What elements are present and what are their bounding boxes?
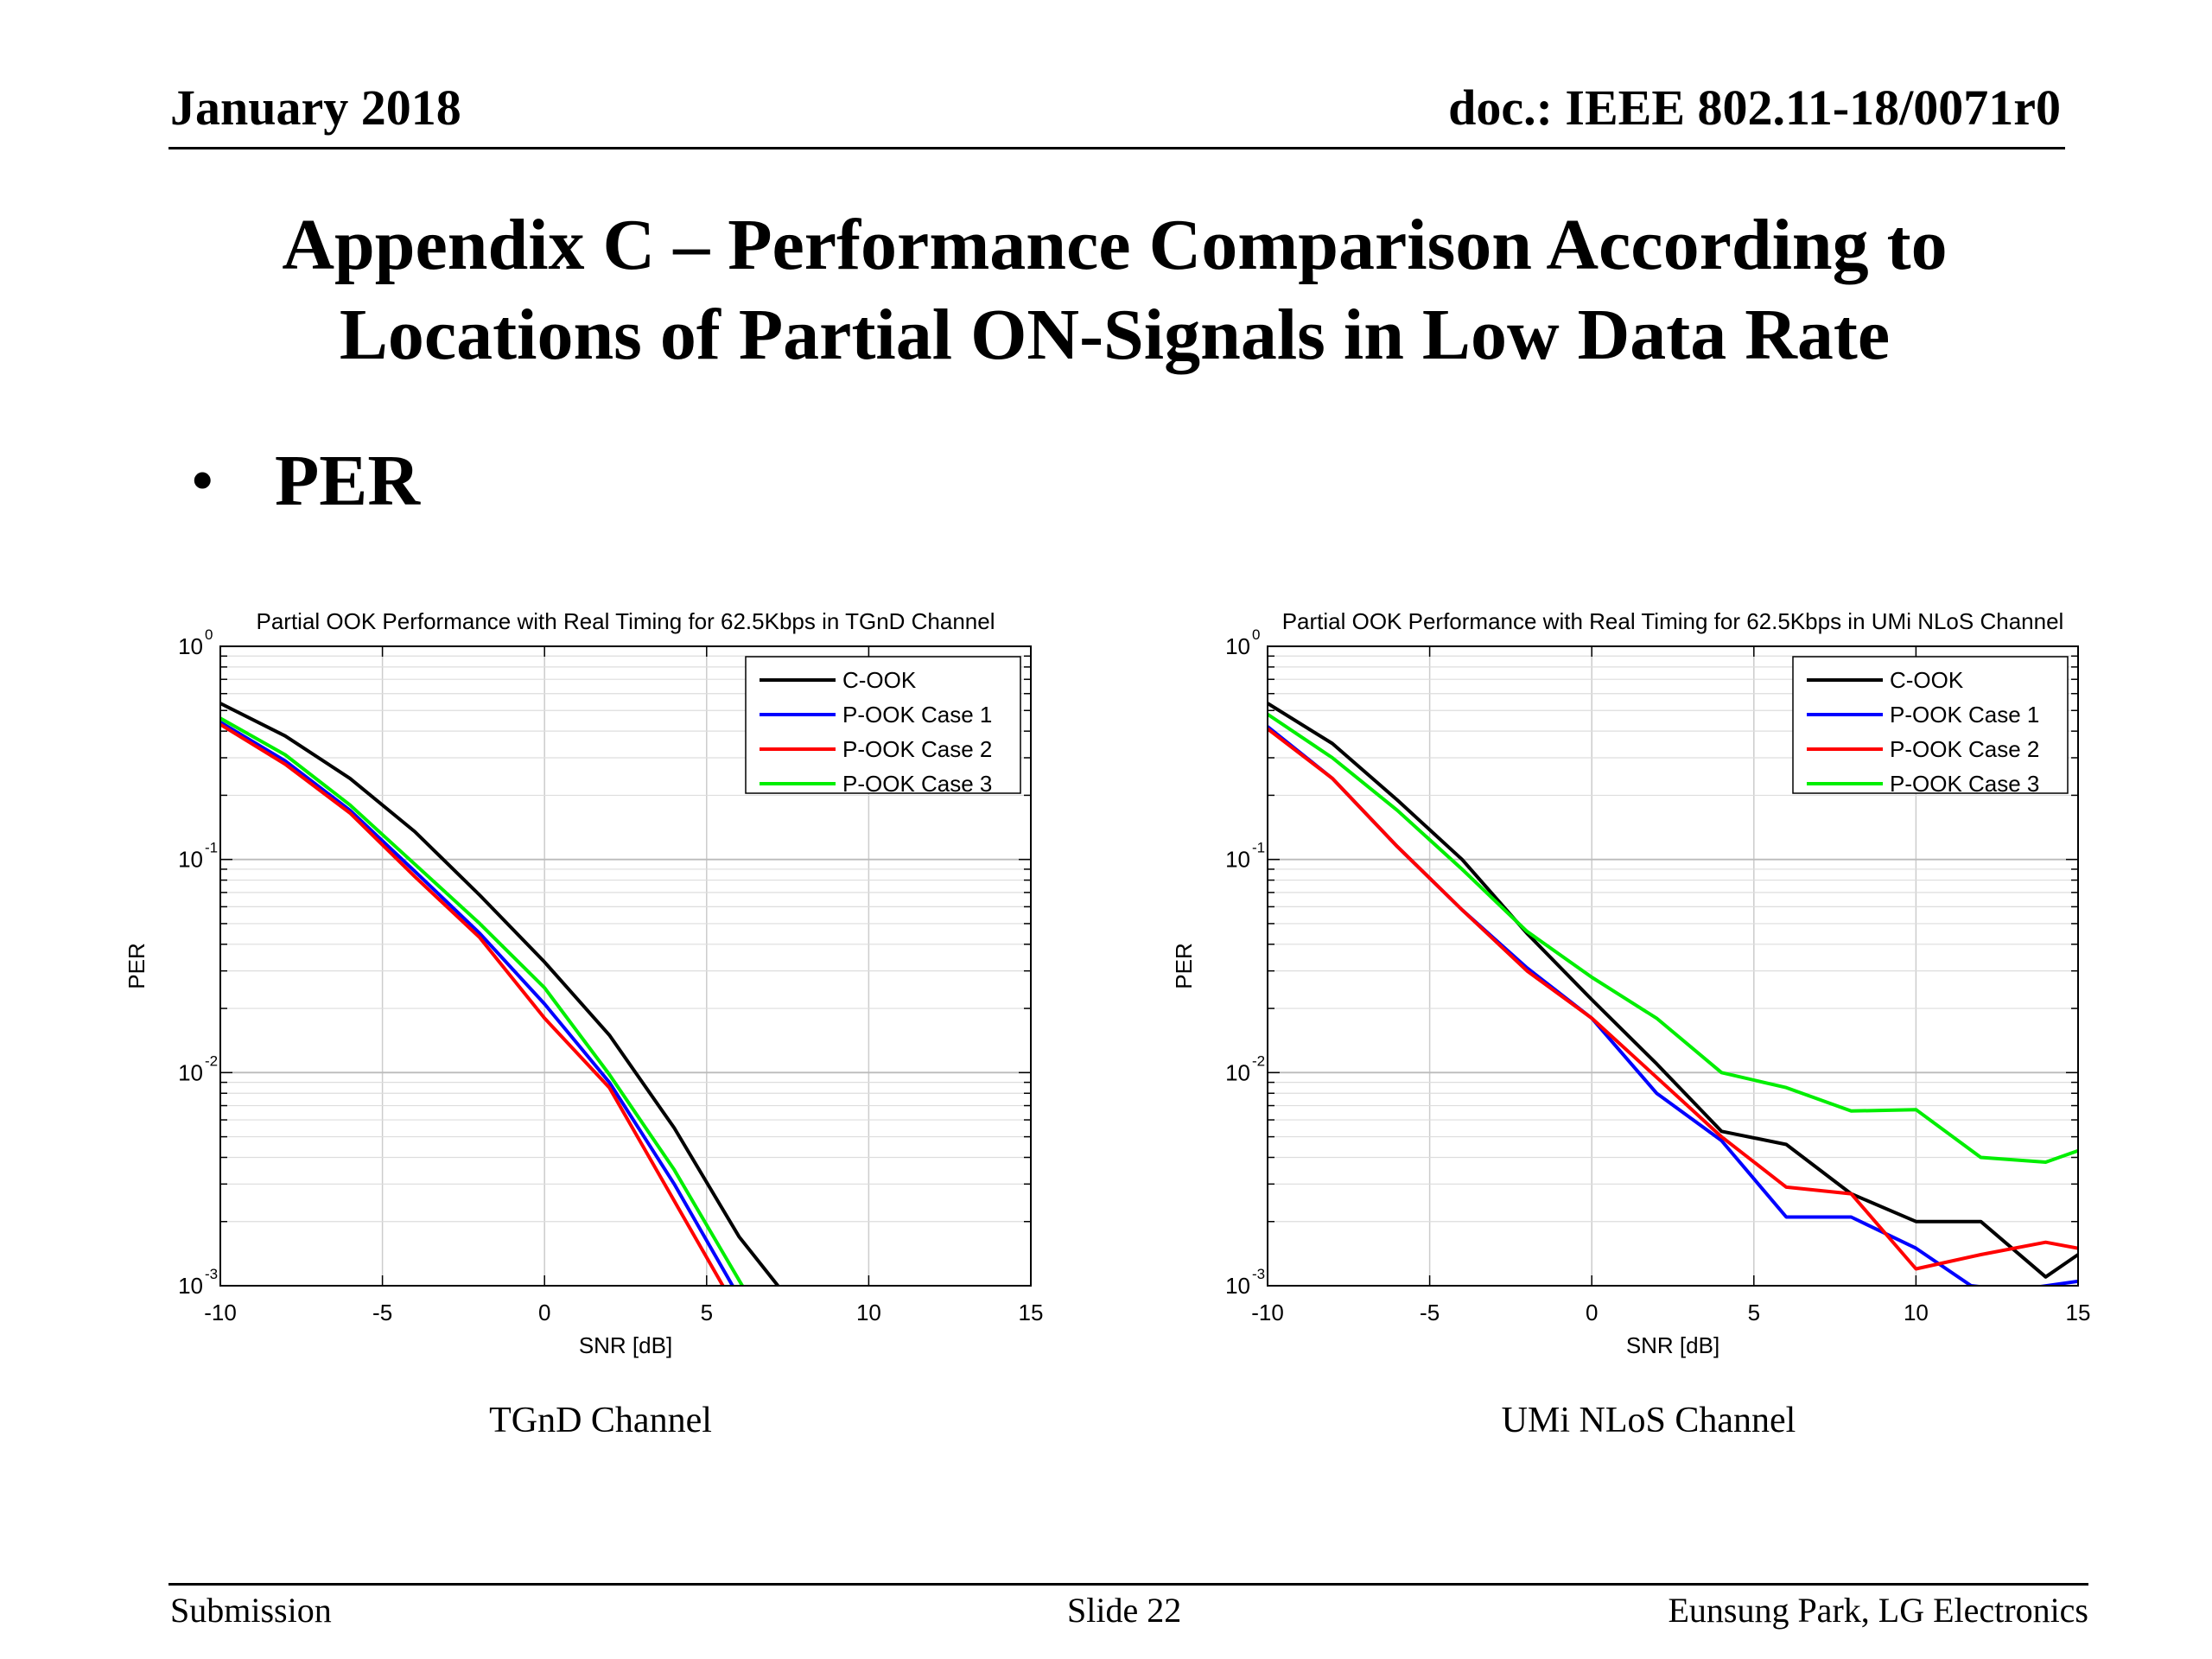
header-doc-id: doc.: IEEE 802.11-18/0071r0 (1448, 79, 2061, 136)
y-tick-label: 10 (1225, 1273, 1250, 1299)
x-tick-label: 10 (1904, 1300, 1929, 1325)
legend-label: P-OOK Case 1 (842, 702, 992, 728)
legend-label: P-OOK Case 2 (842, 736, 992, 762)
legend-label: P-OOK Case 3 (1890, 771, 2039, 797)
y-tick-label: 10 (1225, 847, 1250, 873)
header-rule (168, 147, 2065, 149)
plot-frame (219, 645, 1032, 1287)
bullet-item: • PER (192, 445, 420, 518)
x-tick-label: -10 (204, 1300, 237, 1325)
legend-box (745, 656, 1021, 794)
legend-label: C-OOK (1890, 667, 1964, 693)
slide-title-line-1: Appendix C – Performance Comparison Acco… (282, 205, 1948, 285)
x-tick-label: -5 (372, 1300, 392, 1325)
y-tick-exponent: 0 (205, 626, 213, 643)
y-tick-exponent: 0 (1252, 626, 1260, 643)
y-tick-label: 10 (178, 1059, 203, 1085)
plot-frame (1267, 645, 2079, 1287)
y-tick-label: 10 (1225, 633, 1250, 659)
y-tick-label: 10 (178, 847, 203, 873)
legend-label: P-OOK Case 3 (842, 771, 992, 797)
x-tick-label: 15 (1019, 1300, 1044, 1325)
y-tick-exponent: -3 (205, 1266, 218, 1282)
x-tick-label: 5 (701, 1300, 713, 1325)
x-axis-label: SNR [dB] (579, 1332, 672, 1358)
x-tick-label: 5 (1748, 1300, 1760, 1325)
y-tick-exponent: -2 (1252, 1052, 1265, 1069)
y-tick-exponent: -1 (205, 840, 218, 856)
footer-submission: Submission (170, 1591, 332, 1630)
x-tick-label: -10 (1251, 1300, 1284, 1325)
y-tick-exponent: -2 (205, 1052, 218, 1069)
y-tick-label: 10 (1225, 1059, 1250, 1085)
y-axis-label: PER (1171, 943, 1197, 988)
series-group (220, 702, 779, 1286)
series-line-c-ook (220, 702, 779, 1286)
caption-left: TGnD Channel (489, 1401, 712, 1440)
x-tick-label: -5 (1420, 1300, 1440, 1325)
y-axis-label: PER (124, 943, 149, 988)
series-line-p-ook-case-2 (1268, 727, 2078, 1271)
x-tick-label: 10 (856, 1300, 881, 1325)
series-line-c-ook (1268, 702, 2078, 1279)
series-line-p-ook-case-2 (220, 722, 725, 1286)
legend: C-OOK P-OOK Case 1 P-OOK Case 2 P-OOK Case … (1792, 656, 2069, 797)
y-tick-label: 10 (178, 1273, 203, 1299)
series-line-p-ook-case-3 (220, 716, 744, 1286)
series-group (1268, 702, 2078, 1286)
x-tick-label: 15 (2066, 1300, 2091, 1325)
legend: C-OOK P-OOK Case 1 P-OOK Case 2 P-OOK Case … (745, 656, 1021, 797)
slide-title: Appendix C – Performance Comparison Acco… (104, 200, 2126, 380)
series-line-p-ook-case-1 (220, 721, 734, 1286)
slide-title-line-2: Locations of Partial ON-Signals in Low D… (339, 295, 1891, 375)
caption-right: UMi NLoS Channel (1501, 1401, 1796, 1440)
bullet-text: PER (275, 441, 420, 521)
footer-slide-number: Slide 22 (1067, 1591, 1182, 1630)
x-tick-label: 0 (1586, 1300, 1598, 1325)
legend-label: P-OOK Case 2 (1890, 736, 2039, 762)
chart-title: Partial OOK Performance with Real Timing… (256, 608, 995, 634)
series-line-p-ook-case-3 (1268, 712, 2078, 1164)
x-tick-label: 0 (538, 1300, 550, 1325)
legend-label: C-OOK (842, 667, 917, 693)
x-axis-label: SNR [dB] (1626, 1332, 1719, 1358)
chart-title: Partial OOK Performance with Real Timing… (1282, 608, 2064, 634)
bullet-dot-icon: • (192, 448, 213, 514)
footer-author: Eunsung Park, LG Electronics (1668, 1591, 2088, 1630)
legend-label: P-OOK Case 1 (1890, 702, 2039, 728)
footer-rule (168, 1583, 2088, 1586)
y-tick-exponent: -3 (1252, 1266, 1265, 1282)
y-tick-exponent: -1 (1252, 840, 1265, 856)
header-date: January 2018 (170, 79, 461, 136)
y-tick-label: 10 (178, 633, 203, 659)
